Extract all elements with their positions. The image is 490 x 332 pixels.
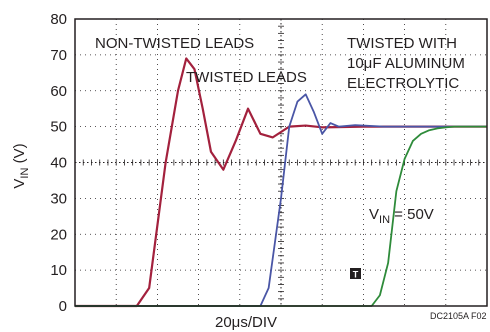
annotation-twisted: TWISTED LEADS <box>186 69 307 86</box>
y-axis-label-main: V <box>11 179 28 189</box>
y-tick-label: 30 <box>50 190 67 207</box>
trigger-marker-box <box>350 268 361 279</box>
figure-id: DC2105A F02 <box>430 311 487 321</box>
y-tick-label: 80 <box>50 11 67 28</box>
trigger-marker-label: T <box>353 270 359 280</box>
plot-frame <box>74 18 488 307</box>
x-axis-label: 20μs/DIV <box>215 314 277 331</box>
annotation-aluminum-line2: 10μF ALUMINUM <box>347 55 465 72</box>
y-axis-label: VIN (V) <box>11 143 31 188</box>
annotation-aluminum-line3: ELECTROLYTIC <box>347 75 459 92</box>
y-tick-label: 60 <box>50 83 67 100</box>
series-line-2 <box>75 93 487 307</box>
y-tick-label: 0 <box>59 298 67 315</box>
annotations: NON-TWISTED LEADS TWISTED LEADS TWISTED … <box>95 35 487 321</box>
y-axis-label-sub: IN <box>19 168 31 179</box>
y-tick-label: 10 <box>50 262 67 279</box>
annotation-vin: VIN = 50V <box>369 206 434 226</box>
vin-sub: IN <box>379 214 390 226</box>
y-tick-label: 40 <box>50 155 67 172</box>
y-tick-label: 70 <box>50 47 67 64</box>
annotation-non-twisted: NON-TWISTED LEADS <box>95 35 254 52</box>
y-axis-label-tail: (V) <box>11 143 28 167</box>
series-line-3 <box>75 125 487 307</box>
annotation-aluminum-line1: TWISTED WITH <box>347 35 457 52</box>
y-ticks: 0 10 20 30 40 50 60 70 80 <box>50 11 67 315</box>
y-tick-label: 50 <box>50 119 67 136</box>
y-tick-label: 20 <box>50 226 67 243</box>
series-lines <box>75 57 487 308</box>
vin-tail: = 50V <box>390 206 434 223</box>
vin-main: V <box>369 206 379 223</box>
